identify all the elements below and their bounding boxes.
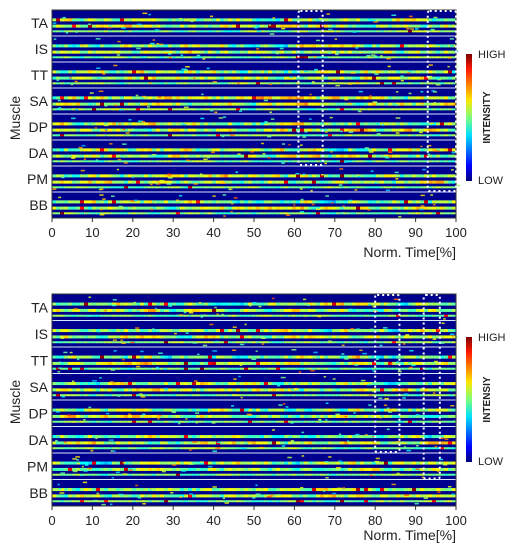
colorbar-title: INTENSITY <box>482 91 493 144</box>
highlight-window-1 <box>374 294 401 453</box>
x-tick-label: 70 <box>328 225 342 240</box>
row-label-tt: TT <box>31 352 49 368</box>
x-axis-title: Norm. Time[%] <box>363 527 456 543</box>
row-label-ta: TA <box>31 15 49 31</box>
x-tick-label: 90 <box>408 513 422 528</box>
heatmap-row-sa <box>52 375 457 400</box>
x-tick-label: 70 <box>328 513 342 528</box>
row-label-is: IS <box>35 41 48 57</box>
row-label-da: DA <box>29 145 49 161</box>
colorbar-low-label: LOW <box>478 456 504 468</box>
heatmap-row-pm <box>52 455 457 479</box>
y-axis-title: Muscle <box>7 96 23 141</box>
highlight-window-2 <box>422 294 441 480</box>
row-label-da: DA <box>29 432 49 448</box>
colorbar-gradient <box>466 337 472 462</box>
row-label-tt: TT <box>31 67 49 83</box>
heatmap-row-sa <box>52 90 457 114</box>
row-label-dp: DP <box>29 119 48 135</box>
heatmap-row-pm <box>52 168 461 192</box>
colorbar-high-label: HIGH <box>478 332 506 344</box>
row-label-is: IS <box>35 326 48 342</box>
row-label-bb: BB <box>29 197 48 213</box>
row-label-ta: TA <box>31 299 49 315</box>
row-label-sa: SA <box>29 93 48 109</box>
heatmap-row-da <box>52 428 457 452</box>
heatmap-panel-2 <box>51 293 472 510</box>
colorbar <box>466 337 472 462</box>
x-tick-label: 20 <box>126 513 140 528</box>
x-tick-label: 40 <box>206 513 220 528</box>
colorbar <box>466 54 472 181</box>
heatmap-row-ta <box>52 12 457 35</box>
row-label-pm: PM <box>27 458 48 474</box>
row-label-sa: SA <box>29 379 48 395</box>
heatmap-panel-1 <box>51 9 472 222</box>
colorbar-low-label: LOW <box>478 175 504 187</box>
x-tick-label: 0 <box>48 225 55 240</box>
x-tick-label: 30 <box>166 225 180 240</box>
x-tick-label: 10 <box>85 513 99 528</box>
colorbar-high-label: HIGH <box>478 49 506 61</box>
row-label-bb: BB <box>29 485 48 501</box>
x-tick-label: 50 <box>247 225 261 240</box>
heatmap-row-da <box>52 142 457 165</box>
highlight-window-2 <box>426 10 458 192</box>
x-axis-title: Norm. Time[%] <box>363 244 456 260</box>
x-tick-label: 50 <box>247 513 261 528</box>
x-tick-label: 30 <box>166 513 180 528</box>
x-tick-label: 80 <box>368 513 382 528</box>
x-tick-label: 0 <box>48 513 55 528</box>
colorbar-gradient <box>466 54 472 181</box>
x-tick-label: 100 <box>445 513 467 528</box>
row-label-dp: DP <box>29 405 48 421</box>
heatmap-row-bb <box>52 481 457 506</box>
heatmap-row-tt <box>52 349 457 373</box>
x-tick-label: 40 <box>206 225 220 240</box>
x-tick-label: 20 <box>126 225 140 240</box>
x-tick-label: 60 <box>287 513 301 528</box>
colorbar-title: INTENSIY <box>482 376 493 422</box>
x-tick-label: 80 <box>368 225 382 240</box>
x-tick-label: 100 <box>445 225 467 240</box>
x-tick-label: 60 <box>287 225 301 240</box>
x-tick-label: 10 <box>85 225 99 240</box>
heatmap-row-ta <box>52 296 457 320</box>
x-tick-label: 90 <box>408 225 422 240</box>
row-label-pm: PM <box>27 171 48 187</box>
y-axis-title: Muscle <box>7 380 23 425</box>
heatmap-row-dp <box>52 116 457 138</box>
heatmap-row-bb <box>52 194 457 218</box>
heatmap-row-is <box>52 322 458 347</box>
highlight-window-1 <box>297 10 324 166</box>
heatmap-row-tt <box>52 64 459 87</box>
